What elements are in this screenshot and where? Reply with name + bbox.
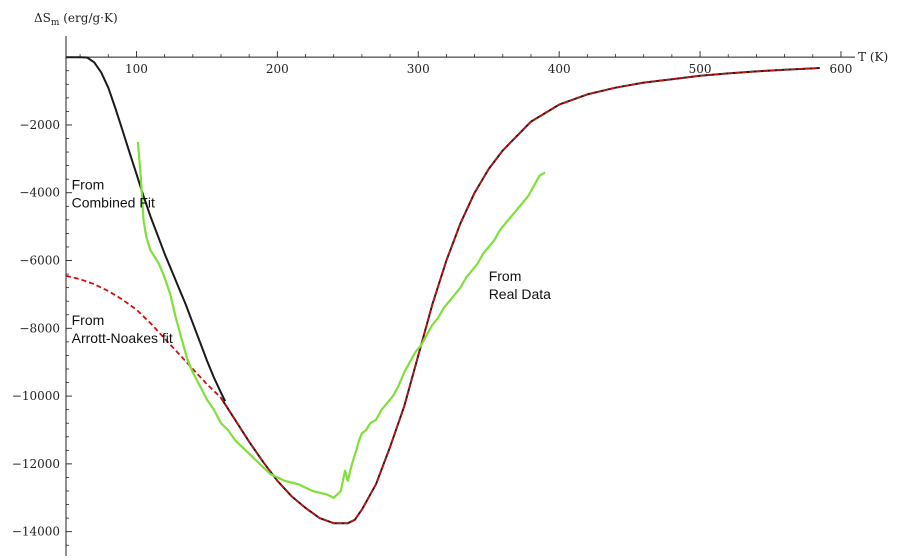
y-tick-label: −14000 bbox=[12, 525, 60, 539]
x-tick-label: 200 bbox=[266, 62, 289, 76]
y-tick-label: −12000 bbox=[12, 457, 60, 471]
y-axis-title-main: ΔS bbox=[34, 11, 51, 25]
annotation-line-1: From bbox=[72, 176, 105, 192]
y-tick-label: −10000 bbox=[12, 389, 60, 403]
annotation-label: From Arrott-Noakes fit bbox=[72, 312, 173, 346]
series-line-0 bbox=[66, 56, 227, 402]
y-tick-label: −8000 bbox=[19, 321, 60, 335]
annotation-line-2: Combined Fit bbox=[72, 194, 155, 210]
series-line-3 bbox=[136, 141, 546, 499]
y-axis-title-unit: (erg/g·K) bbox=[59, 11, 117, 25]
series-line-1 bbox=[65, 274, 222, 399]
y-tick-label: −6000 bbox=[19, 254, 60, 268]
annotation-line-1: From bbox=[72, 312, 105, 328]
x-tick-label: 100 bbox=[125, 62, 148, 76]
annotation-line-1: From bbox=[489, 268, 522, 284]
x-tick-label: 500 bbox=[689, 62, 712, 76]
y-tick-label: −2000 bbox=[19, 118, 60, 132]
y-axis-title-subscript: m bbox=[51, 18, 60, 28]
y-axis-title: ΔSm (erg/g·K) bbox=[34, 11, 118, 28]
y-tick-label: −4000 bbox=[19, 186, 60, 200]
series bbox=[65, 56, 820, 525]
annotation-label: From Combined Fit bbox=[72, 176, 155, 210]
annotation-line-2: Real Data bbox=[489, 286, 551, 302]
x-tick-label: 400 bbox=[548, 62, 571, 76]
x-tick-label: 300 bbox=[407, 62, 430, 76]
annotation-label: From Real Data bbox=[489, 268, 551, 302]
x-tick-label: 600 bbox=[830, 62, 853, 76]
annotation-line-2: Arrott-Noakes fit bbox=[72, 330, 173, 346]
axes: ΔSm (erg/g·K) T (K) bbox=[34, 11, 888, 556]
ticks: 100 200 300 400 500 600 −2000 −4000 −6000 −8000 −1… bbox=[12, 51, 853, 546]
x-axis-title: T (K) bbox=[858, 50, 888, 64]
series-line-2-overlay bbox=[220, 67, 820, 524]
